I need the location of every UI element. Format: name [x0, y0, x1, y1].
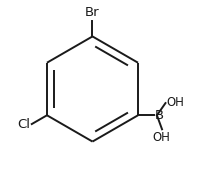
Text: B: B: [155, 109, 164, 122]
Text: OH: OH: [152, 131, 170, 144]
Text: Br: Br: [85, 6, 100, 19]
Text: Cl: Cl: [17, 117, 30, 130]
Text: OH: OH: [166, 96, 184, 109]
